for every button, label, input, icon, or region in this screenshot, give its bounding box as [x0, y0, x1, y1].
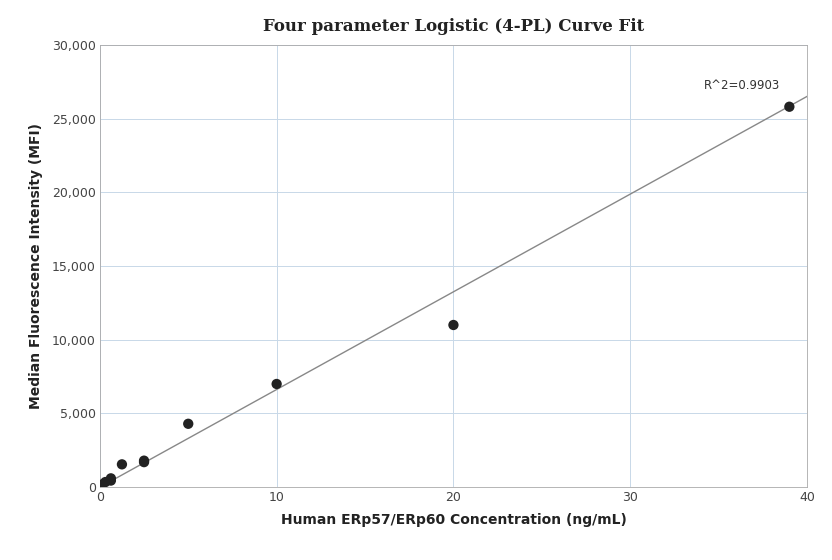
Point	[99, 478, 112, 487]
Point	[181, 419, 195, 428]
Point	[137, 456, 151, 465]
Point	[783, 102, 796, 111]
Point	[116, 460, 129, 469]
Point	[95, 482, 108, 491]
Point	[96, 480, 109, 489]
Point	[104, 474, 117, 483]
Point	[104, 476, 117, 485]
Point	[447, 320, 460, 329]
Text: R^2=0.9903: R^2=0.9903	[704, 79, 780, 92]
Title: Four parameter Logistic (4-PL) Curve Fit: Four parameter Logistic (4-PL) Curve Fit	[263, 18, 644, 35]
Point	[137, 458, 151, 466]
X-axis label: Human ERp57/ERp60 Concentration (ng/mL): Human ERp57/ERp60 Concentration (ng/mL)	[280, 513, 626, 527]
Point	[270, 380, 283, 389]
Y-axis label: Median Fluorescence Intensity (MFI): Median Fluorescence Intensity (MFI)	[29, 123, 43, 409]
